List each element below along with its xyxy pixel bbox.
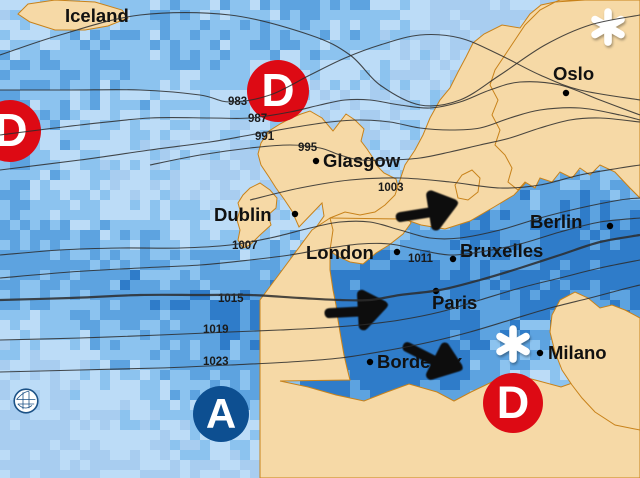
svg-text:London: London	[306, 242, 374, 263]
svg-text:995: 995	[298, 142, 318, 154]
svg-text:D: D	[0, 104, 28, 156]
svg-text:Dublin: Dublin	[214, 204, 272, 225]
svg-text:1003: 1003	[378, 182, 404, 194]
svg-text:987: 987	[248, 113, 267, 125]
svg-text:1019: 1019	[203, 324, 229, 336]
svg-text:D: D	[497, 377, 530, 428]
svg-text:Oslo: Oslo	[553, 63, 594, 84]
svg-text:1011: 1011	[408, 253, 434, 265]
svg-text:Iceland: Iceland	[65, 5, 129, 26]
svg-text:Bruxelles: Bruxelles	[460, 240, 543, 261]
svg-text:D: D	[261, 64, 294, 116]
svg-text:A: A	[206, 390, 236, 437]
svg-text:Milano: Milano	[548, 342, 607, 363]
